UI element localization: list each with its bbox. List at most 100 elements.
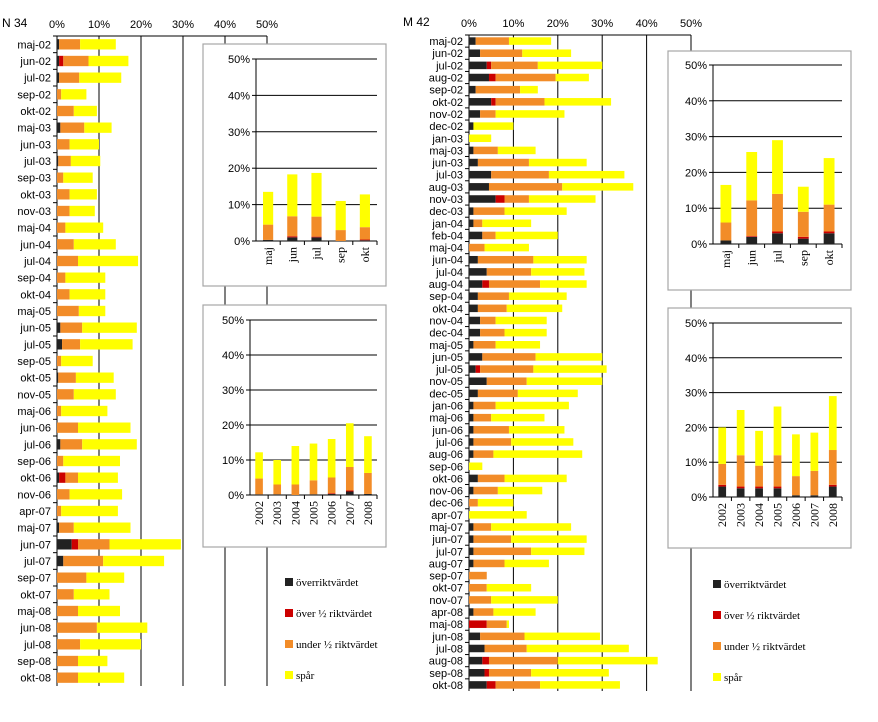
bar-seg-under-half: [475, 37, 509, 45]
bar-seg-under-half: [287, 216, 298, 237]
n34_inset_year-chart: 0% 10% 20% 30% 40% 50% 2002 2003 2004 2005 2006 200…: [202, 304, 387, 548]
bar-seg-trace: [495, 110, 565, 118]
bar-seg-over-limit: [736, 488, 745, 497]
y-tick-label: jun-08: [19, 623, 51, 635]
y-tick-label: sep-02: [429, 85, 463, 97]
bar-seg-under-half: [469, 583, 487, 592]
bar-seg-under-half: [488, 183, 563, 191]
bar-seg-under-half: [504, 195, 529, 203]
y-tick-label: aug-07: [429, 558, 463, 570]
x-tick-label: jul: [310, 246, 324, 260]
bar-seg-over-limit: [469, 341, 474, 349]
bar-seg-under-half: [57, 272, 66, 283]
y-tick-label: nov-04: [429, 315, 463, 327]
y-tick-label: okt-08: [20, 673, 51, 685]
x-tick-label: 2003: [270, 501, 284, 525]
bar-seg-over-limit: [469, 389, 478, 398]
bar-seg-trace: [540, 681, 620, 689]
bar-seg-over-limit: [469, 353, 483, 361]
bar-seg-trace: [526, 377, 603, 385]
y-tick-label: maj-02: [429, 36, 463, 48]
bar-seg-trace: [103, 555, 165, 567]
bar-seg-under-half: [59, 522, 74, 533]
legend-swatch: [713, 673, 721, 681]
x-tick-label: 20%: [547, 18, 569, 30]
bar-seg-under-half: [335, 230, 346, 241]
y-tick-label: sep-02: [17, 89, 51, 101]
bar-seg-over-limit: [469, 98, 492, 106]
bar-seg-trace: [287, 174, 298, 217]
y-tick-label: jun-04: [19, 239, 51, 251]
bar-seg-over-half: [823, 231, 835, 234]
y-tick-label: 30%: [222, 385, 244, 397]
bar-seg-over-limit: [57, 322, 61, 333]
y-tick-label: jun-08: [431, 631, 463, 643]
bar-seg-under-half: [473, 559, 505, 568]
bar-seg-over-limit: [469, 486, 474, 495]
bar-seg-over-half: [828, 484, 837, 487]
bar-seg-over-half: [484, 669, 489, 677]
bar-seg-over-limit: [469, 681, 487, 689]
x-tick-label: 50%: [680, 18, 702, 30]
y-tick-label: apr-07: [19, 506, 51, 518]
bar-seg-over-limit: [755, 488, 763, 497]
x-tick-label: 30%: [172, 19, 194, 31]
bar-seg-trace: [327, 439, 336, 478]
bar-seg-under-half: [480, 316, 496, 325]
bar-seg-under-half: [469, 571, 487, 580]
bar-seg-under-half: [364, 472, 372, 494]
bar-seg-over-limit: [469, 158, 478, 167]
y-tick-label: jul-05: [23, 339, 51, 351]
bar-seg-over-limit: [469, 328, 481, 337]
y-tick-label: sep-04: [17, 273, 51, 285]
y-tick-label: sep-08: [429, 668, 463, 680]
chart-title: M 42: [403, 15, 430, 29]
bar-seg-under-half: [473, 438, 512, 446]
bar-seg-trace: [78, 655, 108, 667]
bar-seg-over-limit: [469, 316, 481, 325]
bar-seg-trace: [263, 191, 274, 225]
y-tick-label: maj-03: [17, 123, 51, 135]
y-tick-label: 0%: [691, 239, 707, 251]
y-tick-label: sep-04: [429, 291, 463, 303]
bar-seg-under-half: [57, 405, 62, 417]
bar-seg-under-half: [57, 505, 62, 517]
x-tick-label: jun: [745, 250, 759, 266]
y-tick-label: nov-02: [429, 109, 463, 121]
y-tick-label: maj-02: [17, 39, 51, 51]
y-tick-label: jul-06: [435, 437, 463, 449]
y-tick-label: 50%: [685, 60, 707, 72]
x-tick-label: 0%: [461, 18, 477, 30]
y-tick-label: maj-05: [429, 340, 463, 352]
bar-seg-under-half: [469, 498, 478, 507]
bar-seg-over-half: [755, 486, 763, 489]
bar-seg-under-half: [59, 72, 80, 83]
y-tick-label: 30%: [685, 388, 707, 400]
bar-seg-trace: [562, 183, 634, 191]
bar-seg-over-limit: [469, 450, 474, 458]
y-tick-label: maj-08: [429, 619, 463, 631]
x-tick-label: 2005: [307, 501, 321, 525]
y-tick-label: jul-08: [435, 643, 463, 655]
bar-seg-under-half: [63, 55, 89, 67]
bar-seg-over-limit: [311, 237, 322, 241]
bar-seg-over-limit: [57, 155, 59, 167]
y-tick-label: maj-07: [429, 522, 463, 534]
y-tick-label: jun-03: [19, 139, 51, 151]
bar-seg-over-limit: [469, 268, 487, 276]
bar-seg-over-limit: [469, 365, 476, 373]
bar-seg-trace: [469, 462, 483, 471]
bar-seg-trace: [718, 427, 727, 464]
x-tick-label: 50%: [256, 19, 278, 31]
bar-seg-trace: [823, 158, 835, 205]
bar-seg-over-limit: [469, 207, 474, 215]
bar-seg-over-limit: [469, 523, 474, 531]
bar-seg-trace: [528, 195, 596, 203]
bar-seg-trace: [828, 396, 837, 451]
y-tick-label: 30%: [228, 127, 250, 139]
bar-seg-under-half: [58, 372, 76, 383]
bar-seg-under-half: [486, 620, 507, 628]
bar-seg-under-half: [63, 555, 104, 567]
bar-seg-trace: [469, 134, 492, 143]
bar-seg-trace: [548, 170, 625, 179]
